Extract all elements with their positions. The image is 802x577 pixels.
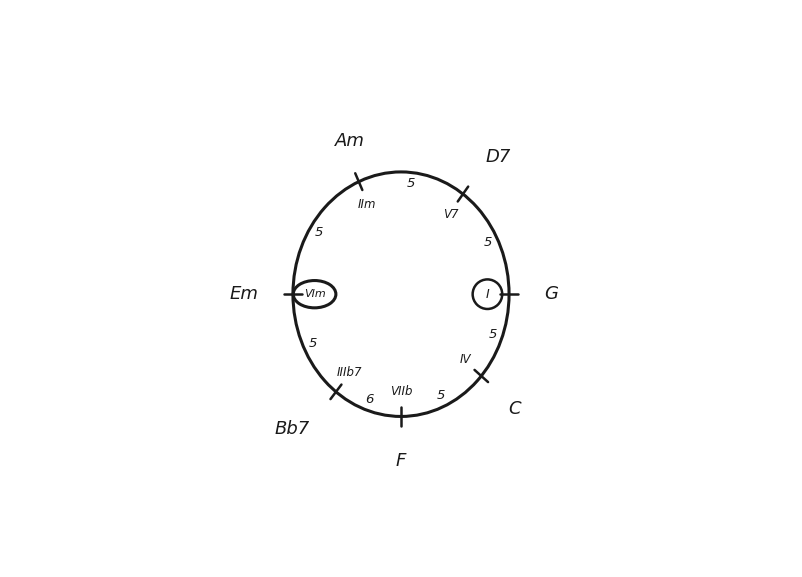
Text: 5: 5 xyxy=(309,338,318,350)
Text: Em: Em xyxy=(229,285,258,303)
Text: IV: IV xyxy=(460,353,471,366)
Text: 5: 5 xyxy=(437,389,445,402)
Text: 6: 6 xyxy=(366,393,374,406)
Text: V7: V7 xyxy=(443,208,458,220)
Text: IIm: IIm xyxy=(358,198,376,211)
Text: VIm: VIm xyxy=(304,289,326,299)
Text: D7: D7 xyxy=(486,148,511,166)
Text: IIIb7: IIIb7 xyxy=(336,366,362,379)
Text: Am: Am xyxy=(335,132,365,150)
Text: I: I xyxy=(485,288,489,301)
Text: 5: 5 xyxy=(488,328,497,340)
Text: 5: 5 xyxy=(407,177,415,190)
Text: VIIb: VIIb xyxy=(390,385,412,399)
Text: Bb7: Bb7 xyxy=(274,419,310,438)
Text: G: G xyxy=(544,285,558,303)
Text: 5: 5 xyxy=(484,237,492,249)
Text: 5: 5 xyxy=(315,226,323,239)
Text: C: C xyxy=(508,400,521,418)
Text: F: F xyxy=(396,452,406,470)
